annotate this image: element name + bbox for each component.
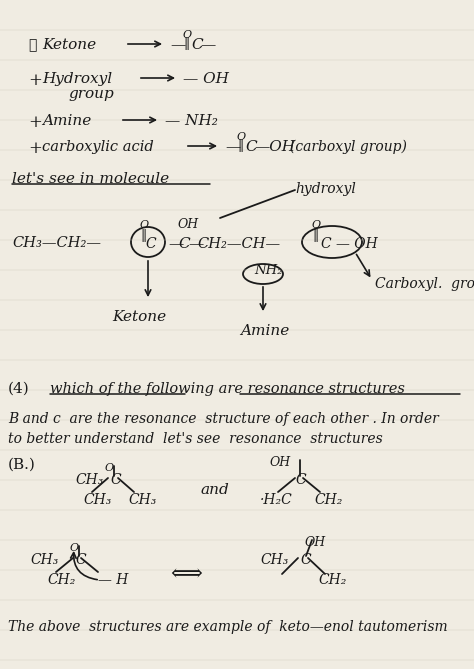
Text: CH₃: CH₃: [75, 473, 103, 487]
Text: C: C: [75, 553, 86, 567]
Text: —OH: —OH: [254, 140, 295, 154]
Text: and: and: [200, 483, 229, 497]
Text: CH₂: CH₂: [318, 573, 346, 587]
Text: to better understand  let's see  resonance  structures: to better understand let's see resonance…: [8, 432, 383, 446]
Text: — NH₂: — NH₂: [165, 114, 218, 128]
Text: C: C: [178, 237, 190, 251]
Text: Ketone: Ketone: [42, 38, 96, 52]
Text: O: O: [312, 220, 321, 230]
Text: Hydroxyl: Hydroxyl: [42, 72, 112, 86]
Text: CH₂: CH₂: [47, 573, 75, 587]
Text: ‖: ‖: [312, 229, 318, 242]
Text: ⟺: ⟺: [170, 563, 202, 585]
Text: ‖: ‖: [237, 139, 243, 152]
Text: —: —: [225, 140, 240, 154]
Text: C: C: [191, 38, 202, 52]
Text: C: C: [320, 237, 331, 251]
Text: Amine: Amine: [240, 324, 289, 338]
Text: O: O: [105, 463, 114, 473]
Text: Ketone: Ketone: [112, 310, 166, 324]
Text: Carboxyl.  group: Carboxyl. group: [375, 277, 474, 291]
Text: which of the following are resonance structures: which of the following are resonance str…: [50, 382, 405, 396]
Text: NH₂: NH₂: [254, 264, 283, 277]
Text: — H: — H: [98, 573, 128, 587]
Text: O: O: [140, 220, 149, 230]
Text: +: +: [28, 114, 42, 131]
Text: group: group: [68, 87, 114, 101]
Text: The above  structures are example of  keto—enol tautomerism: The above structures are example of keto…: [8, 620, 447, 634]
Text: carboxylic acid: carboxylic acid: [42, 140, 154, 154]
Text: CH₂—CH—: CH₂—CH—: [197, 237, 280, 251]
Text: CH₃: CH₃: [30, 553, 58, 567]
Text: (B.): (B.): [8, 458, 36, 472]
Text: ‖: ‖: [140, 229, 146, 242]
Text: C: C: [300, 553, 310, 567]
Text: OH: OH: [178, 218, 199, 231]
Text: CH₃: CH₃: [83, 493, 111, 507]
Text: +: +: [28, 140, 42, 157]
Text: (4): (4): [8, 382, 30, 396]
Text: C: C: [295, 473, 306, 487]
Text: ‖: ‖: [183, 37, 189, 50]
Text: Amine: Amine: [42, 114, 91, 128]
Text: — OH: — OH: [336, 237, 378, 251]
Text: ★: ★: [28, 38, 36, 52]
Text: O: O: [70, 543, 79, 553]
Text: O: O: [237, 132, 246, 142]
Text: C: C: [145, 237, 155, 251]
Text: C: C: [110, 473, 120, 487]
Text: ·H₂C: ·H₂C: [260, 493, 293, 507]
Text: —: —: [200, 38, 215, 52]
Text: — OH: — OH: [183, 72, 229, 86]
Text: (carboxyl group): (carboxyl group): [290, 140, 407, 155]
Text: O: O: [183, 30, 192, 40]
Text: CH₃: CH₃: [260, 553, 288, 567]
Text: CH₂: CH₂: [314, 493, 342, 507]
Text: hydroxyl: hydroxyl: [295, 182, 356, 196]
Text: OH: OH: [305, 536, 326, 549]
Text: +: +: [28, 72, 42, 89]
Text: C: C: [245, 140, 256, 154]
Text: CH₃: CH₃: [128, 493, 156, 507]
Text: —: —: [168, 237, 183, 251]
Text: CH₃—CH₂—: CH₃—CH₂—: [12, 236, 101, 250]
Text: —: —: [188, 237, 203, 251]
Text: —: —: [170, 38, 185, 52]
Text: let's see in molecule: let's see in molecule: [12, 172, 169, 186]
Text: OH: OH: [270, 456, 291, 469]
Text: B and c  are the resonance  structure of each other . In order: B and c are the resonance structure of e…: [8, 412, 439, 426]
